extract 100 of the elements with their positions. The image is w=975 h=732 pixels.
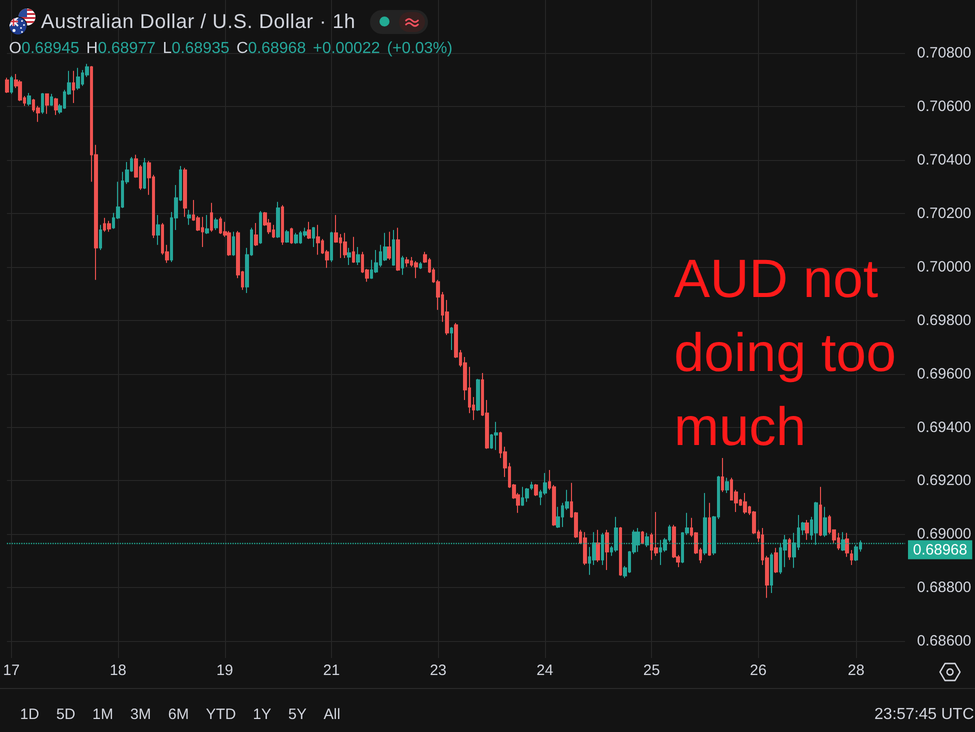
y-tick-label: 0.70000 bbox=[917, 258, 972, 276]
candlestick bbox=[254, 222, 258, 246]
x-tick-label: 23 bbox=[430, 662, 447, 679]
y-tick-label: 0.70600 bbox=[917, 98, 972, 115]
candlestick bbox=[534, 483, 538, 496]
candlestick bbox=[45, 93, 49, 114]
candlestick bbox=[743, 492, 747, 514]
candlestick bbox=[76, 67, 80, 90]
candlestick bbox=[281, 204, 284, 246]
candlestick bbox=[596, 529, 600, 563]
candlestick bbox=[396, 227, 400, 272]
y-tick-label: 0.68600 bbox=[917, 632, 972, 650]
y-tick-label: 0.68800 bbox=[917, 579, 972, 596]
candlestick bbox=[823, 506, 827, 538]
candlestick bbox=[583, 532, 587, 566]
candlestick bbox=[805, 520, 809, 540]
x-tick-label: 19 bbox=[216, 662, 234, 679]
ref-line-label: 0.68968 bbox=[913, 541, 968, 558]
candlestick bbox=[721, 458, 724, 492]
candlestick bbox=[210, 202, 213, 232]
candlestick bbox=[294, 232, 298, 244]
candlestick bbox=[392, 229, 395, 266]
candlestick bbox=[347, 247, 351, 266]
candlestick bbox=[54, 97, 58, 116]
candlestick bbox=[307, 221, 311, 240]
y-tick-label: 0.70800 bbox=[917, 44, 972, 62]
candlestick bbox=[72, 70, 75, 104]
candlestick bbox=[312, 226, 315, 248]
candlestick bbox=[476, 378, 480, 412]
text: O0.68945 H0.68977 L0.68935 C0.68968 +0.00022 (+0.03%) bbox=[9, 40, 452, 57]
text: 5D bbox=[56, 705, 76, 725]
candlestick bbox=[183, 167, 187, 218]
candlestick bbox=[356, 246, 360, 266]
candlestick bbox=[352, 236, 355, 264]
candlestick bbox=[27, 92, 31, 106]
candlestick bbox=[414, 260, 418, 279]
candlestick bbox=[530, 481, 533, 490]
candlestick bbox=[819, 486, 822, 537]
candlestick bbox=[494, 421, 498, 450]
candlestick bbox=[845, 532, 849, 558]
candlestick bbox=[107, 220, 111, 232]
y-tick-label: 0.69600 bbox=[917, 365, 972, 382]
y-tick-label: 0.69200 bbox=[917, 472, 972, 490]
x-tick-label: 21 bbox=[323, 662, 340, 679]
candlestick bbox=[850, 549, 853, 566]
candlestick bbox=[316, 224, 320, 256]
candlestick bbox=[725, 477, 729, 494]
y-tick-label: 0.70200 bbox=[917, 204, 972, 222]
annotation: AUD not doing too much bbox=[674, 249, 896, 457]
candlestick bbox=[10, 75, 13, 94]
candlestick bbox=[232, 231, 235, 256]
candlestick bbox=[285, 229, 289, 244]
candlestick bbox=[774, 547, 778, 574]
text: 3M bbox=[130, 705, 152, 725]
text: 6M bbox=[168, 705, 189, 725]
text: YTD bbox=[206, 705, 236, 725]
text: Australian Dollar / U.S. Dollar · 1h bbox=[41, 10, 356, 34]
text: 5Y bbox=[288, 705, 307, 725]
candlestick bbox=[788, 537, 791, 560]
text: 23:57:45 UTC bbox=[874, 705, 974, 725]
candlestick bbox=[290, 227, 293, 244]
y-tick-label: 0.69000 bbox=[917, 526, 972, 543]
candlestick bbox=[405, 256, 409, 268]
candlestick bbox=[143, 158, 146, 190]
candlestick bbox=[276, 201, 280, 238]
candlestick bbox=[419, 262, 422, 270]
x-tick-label: 18 bbox=[110, 662, 126, 679]
candlestick bbox=[5, 77, 9, 94]
x-tick-label: 17 bbox=[3, 662, 20, 679]
candlestick bbox=[619, 526, 622, 576]
candlestick bbox=[654, 512, 658, 556]
x-tick-label: 24 bbox=[536, 662, 554, 679]
candlestick bbox=[205, 214, 209, 234]
candlestick bbox=[214, 217, 218, 230]
candlestick bbox=[343, 232, 347, 259]
text: 1M bbox=[92, 705, 114, 725]
x-tick-label: 26 bbox=[750, 662, 767, 679]
candlestick bbox=[556, 506, 560, 529]
y-tick-label: 0.69800 bbox=[917, 312, 972, 329]
text: 1Y bbox=[252, 705, 272, 725]
x-tick-label: 25 bbox=[643, 662, 660, 679]
candlestick bbox=[450, 326, 453, 350]
candlestick bbox=[259, 210, 262, 244]
candlestick bbox=[401, 255, 404, 276]
candlestick bbox=[187, 209, 191, 226]
candlestick bbox=[525, 487, 529, 502]
text: All bbox=[324, 705, 340, 725]
y-tick-label: 0.70400 bbox=[917, 151, 972, 168]
candlestick bbox=[770, 552, 773, 594]
candlestick bbox=[330, 231, 333, 263]
candlestick bbox=[605, 529, 609, 571]
candlestick bbox=[99, 224, 102, 250]
text: 1D bbox=[20, 705, 40, 725]
candlestick bbox=[708, 502, 711, 556]
x-tick-label: 28 bbox=[848, 662, 864, 679]
y-tick-label: 0.69400 bbox=[917, 418, 972, 436]
candlestick bbox=[41, 92, 44, 114]
candlestick bbox=[387, 231, 391, 260]
candlestick bbox=[641, 530, 644, 545]
candlestick bbox=[156, 214, 160, 246]
